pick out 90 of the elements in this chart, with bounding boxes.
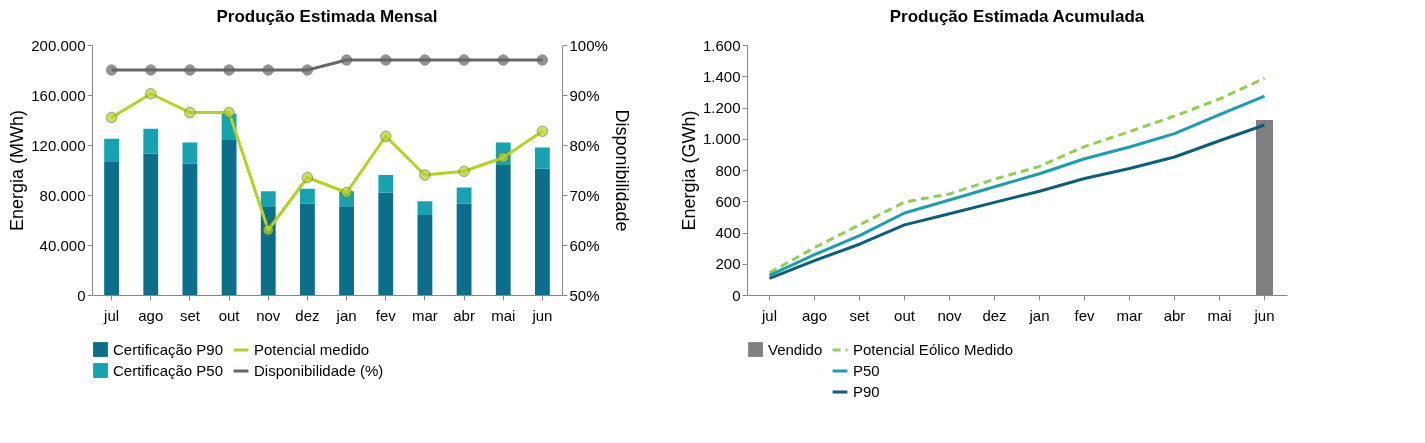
x-tick-label: mar <box>1116 306 1143 324</box>
x-tick-label: ago <box>801 306 828 324</box>
legend-label: Disponibilidade (%) <box>254 362 384 379</box>
y-tick-label: 400 <box>715 224 741 241</box>
x-tick-label: set <box>179 306 201 324</box>
x-tick-label: jan <box>1028 306 1050 324</box>
x-tick-label: jul <box>103 306 120 324</box>
y2-tick-label: 60% <box>569 236 600 254</box>
x-tick-label: mai <box>1207 306 1232 324</box>
point <box>458 165 470 177</box>
y-tick-label: 1.600 <box>702 36 741 54</box>
y-tick-label: 1.200 <box>702 99 741 116</box>
x-tick-label: fev <box>375 306 397 324</box>
y-tick-label: 200.000 <box>31 36 86 54</box>
bar <box>260 191 276 207</box>
y-axis-title: Energia (GWh) <box>678 110 699 231</box>
y-tick-label: 800 <box>715 161 741 179</box>
x-tick-label: jun <box>1253 306 1275 324</box>
y2-tick-label: 80% <box>569 136 600 154</box>
y-tick-label: 160.000 <box>31 86 86 104</box>
x-tick-label: abr <box>453 306 475 324</box>
bar <box>182 142 198 164</box>
y-tick-label: 1.400 <box>702 67 741 85</box>
y2-tick-label: 70% <box>569 186 600 204</box>
y2-tick-label: 100% <box>569 36 608 54</box>
x-tick-label: mai <box>491 306 516 324</box>
y2-tick-label: 50% <box>569 286 600 304</box>
point <box>145 88 157 100</box>
y-tick-label: 120.000 <box>31 136 86 154</box>
x-tick-label: set <box>849 306 871 324</box>
x-tick-label: jan <box>335 306 357 324</box>
y-tick-label: 0 <box>732 286 741 304</box>
bar <box>104 161 119 295</box>
point <box>262 224 274 236</box>
bar <box>417 201 433 215</box>
point <box>223 106 235 119</box>
bar <box>143 153 159 295</box>
bar <box>182 163 198 295</box>
y2-tick-label: 90% <box>569 86 600 104</box>
legend-label: P50 <box>853 362 880 379</box>
point <box>340 186 353 199</box>
legend-label: Certificação P50 <box>113 361 224 379</box>
chart-title: Produção Estimada Mensal <box>216 7 438 26</box>
chart-title: Produção Estimada Acumulada <box>889 7 1145 26</box>
legend-label: Potencial Eólico Medido <box>853 341 1014 358</box>
x-tick-label: abr <box>1163 306 1186 324</box>
y-tick-label: 600 <box>715 192 741 210</box>
bar <box>300 203 315 295</box>
bar <box>417 215 433 295</box>
y2-axis-title: Disponibilidade <box>611 109 632 232</box>
point <box>301 171 314 184</box>
point <box>105 111 118 124</box>
point <box>536 125 549 137</box>
y-tick-label: 40.000 <box>39 236 86 254</box>
x-tick-label: nov <box>937 306 963 324</box>
bar <box>535 147 550 169</box>
bar <box>300 188 315 204</box>
bar <box>378 192 394 295</box>
legend-label: Potencial medido <box>254 341 370 358</box>
x-tick-label: mar <box>411 306 438 324</box>
legend-label: P90 <box>853 383 880 400</box>
x-tick-label: ago <box>138 306 164 324</box>
bar <box>339 206 354 295</box>
legend-label: Certificação P90 <box>113 340 224 358</box>
line-series <box>768 123 1266 280</box>
x-tick-label: out <box>894 306 916 324</box>
bar <box>104 138 119 162</box>
x-tick-label: jun <box>531 306 553 324</box>
x-tick-label: nov <box>256 306 281 324</box>
x-tick-label: jul <box>760 306 778 324</box>
y-tick-label: 80.000 <box>39 186 86 204</box>
point <box>380 130 392 142</box>
x-tick-label: out <box>218 306 241 324</box>
x-tick-label: dez <box>295 306 320 324</box>
legend-label: Vendido <box>768 340 823 358</box>
bar <box>456 187 472 204</box>
x-tick-label: fev <box>1074 306 1095 324</box>
bar <box>535 168 550 295</box>
y-tick-label: 1.000 <box>702 130 741 148</box>
point <box>419 169 431 181</box>
y-tick-label: 0 <box>77 286 86 304</box>
bar <box>456 203 472 295</box>
y-axis-title: Energia (MWh) <box>7 109 28 232</box>
bar <box>495 165 511 295</box>
bar <box>378 175 394 193</box>
point <box>184 106 196 119</box>
bar <box>143 128 159 154</box>
x-tick-label: dez <box>982 306 1007 324</box>
y-tick-label: 200 <box>715 255 741 273</box>
bar <box>221 140 237 295</box>
